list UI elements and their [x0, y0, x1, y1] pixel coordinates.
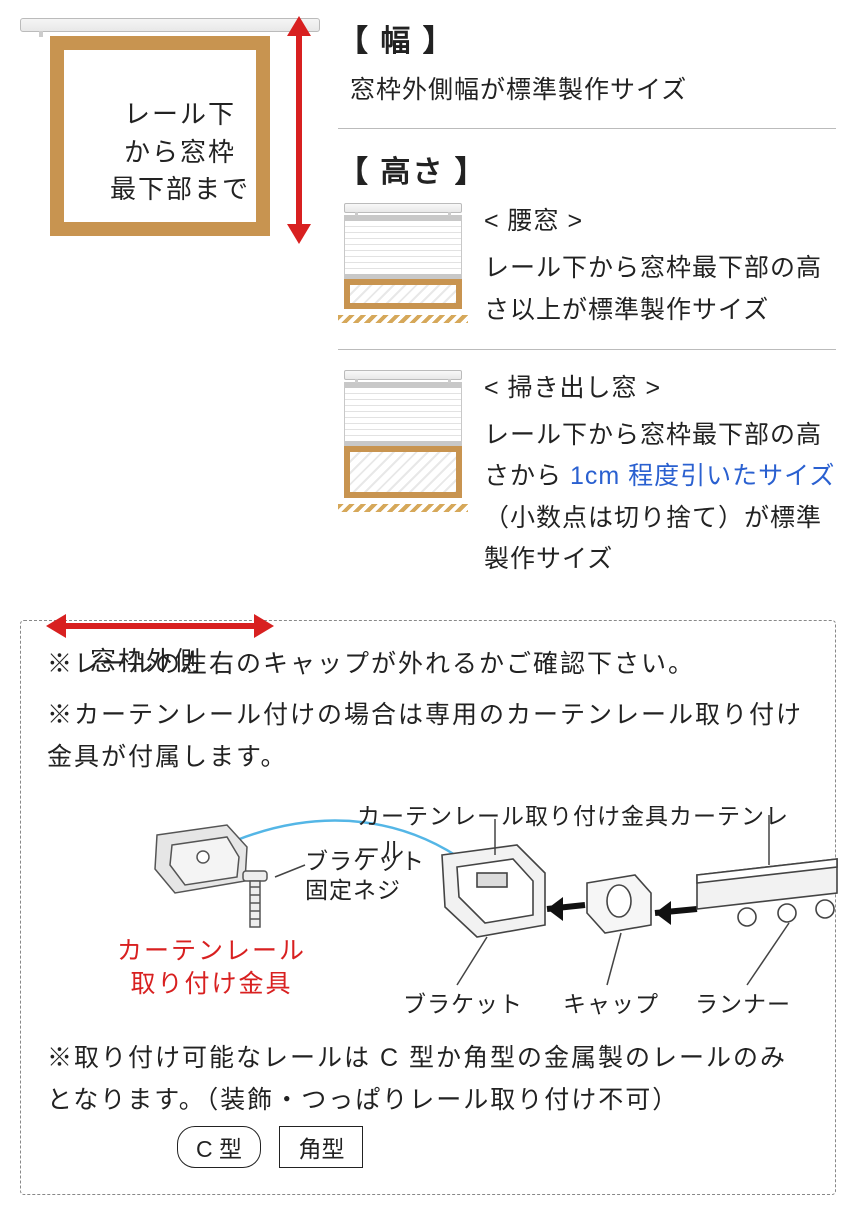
- diagram-text: レール下 から窓枠 最下部まで: [110, 96, 250, 209]
- koshi-body: レール下から窓枠最下部の高さ以上が標準製作サイズ: [484, 248, 836, 331]
- haki-tag: < 掃き出し窓 >: [484, 368, 836, 409]
- note-2: ※カーテンレール付けの場合は専用のカーテンレール取り付け金具が付属します。: [47, 694, 809, 779]
- width-title: 【 幅 】: [338, 16, 836, 60]
- haki-body-blue: 1cm 程度引いたサイズ: [570, 462, 835, 490]
- divider: [338, 349, 836, 350]
- diagram-bottom-label: 窓枠外側: [90, 641, 202, 678]
- diag-line1: レール下: [124, 99, 236, 129]
- rail-type-c: C 型: [177, 1126, 261, 1168]
- screw-label-l1: ブラケット: [305, 848, 425, 874]
- width-body: 窓枠外側幅が標準製作サイズ: [338, 70, 836, 110]
- bracket-label: ブラケット: [403, 985, 523, 1019]
- hakidashi-window-icon: [338, 368, 468, 512]
- rail-type-square: 角型: [279, 1126, 363, 1168]
- red-l1: カーテンレール: [117, 937, 306, 965]
- assembly-diagram: カーテンレール取り付け金具カーテンレール ブラケット 固定ネジ カーテンレール …: [47, 785, 809, 1025]
- haki-body: レール下から窓枠最下部の高さから 1cm 程度引いたサイズ（小数点は切り捨て）が…: [484, 415, 836, 580]
- haki-body-b: （小数点は切り捨て）が標準製作サイズ: [484, 504, 822, 573]
- notes-box: ※レールの左右のキャップが外れるかご確認下さい。 ※カーテンレール付けの場合は専…: [20, 620, 836, 1195]
- vertical-arrow: [286, 16, 310, 236]
- screw-label-l2: 固定ネジ: [305, 877, 401, 903]
- note-3: ※取り付け可能なレールは C 型か角型の金属製のレールのみとなります。（装飾・つ…: [47, 1037, 809, 1122]
- divider: [338, 128, 836, 129]
- diag-line2: から窓枠: [124, 137, 236, 167]
- red-l2: 取り付け金具: [131, 970, 293, 998]
- curtain-rail-bar: [20, 18, 320, 32]
- koshi-window-icon: [338, 201, 468, 323]
- koshi-tag: < 腰窓 >: [484, 201, 836, 242]
- measurement-diagram: レール下 から窓枠 最下部まで 窓枠外側: [20, 12, 320, 590]
- cap-label: キャップ: [563, 985, 659, 1019]
- horizontal-arrow: [50, 614, 270, 638]
- mounting-bracket-red-label: カーテンレール 取り付け金具: [117, 935, 306, 1003]
- runner-label: ランナー: [695, 985, 791, 1019]
- diag-line3: 最下部まで: [110, 174, 250, 204]
- screw-label: ブラケット 固定ネジ: [305, 847, 425, 907]
- height-title: 【 高さ 】: [338, 147, 836, 191]
